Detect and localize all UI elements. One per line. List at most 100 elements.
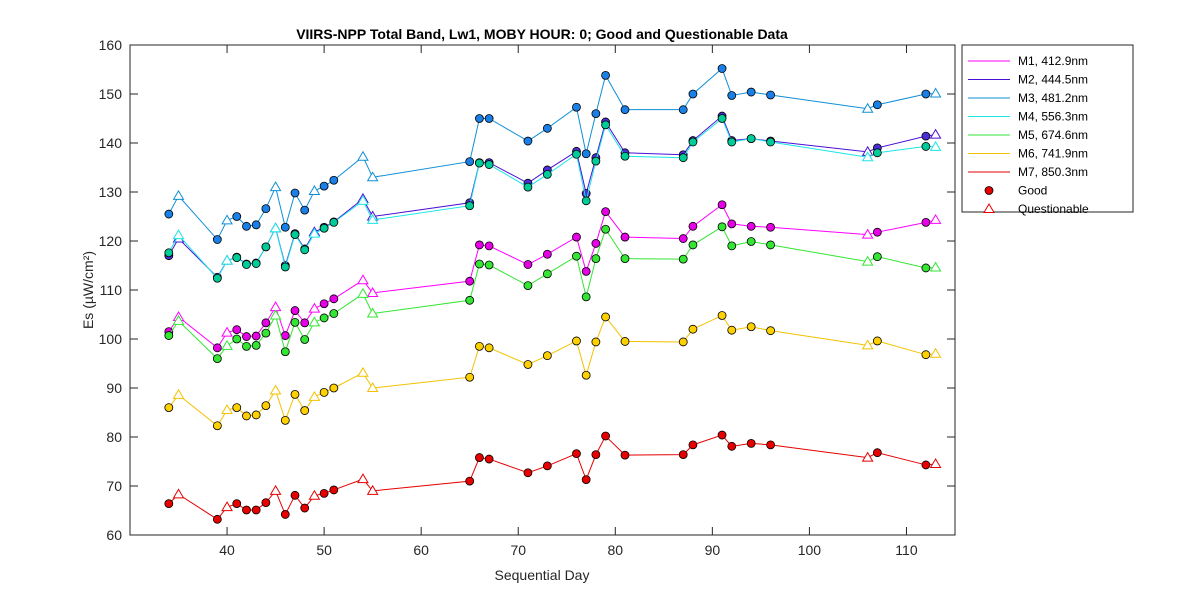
data-point-good [280, 262, 290, 272]
data-point-good [601, 120, 610, 130]
data-point-good [251, 259, 261, 268]
data-point-good [251, 410, 261, 420]
data-point-good [620, 105, 630, 115]
data-point-good [572, 149, 581, 159]
data-point-questionable [269, 222, 282, 233]
legend-label: M2, 444.5nm [1018, 73, 1088, 87]
data-point-good [717, 311, 727, 320]
data-point-good [523, 281, 533, 290]
series-m4 [164, 114, 942, 283]
data-point-good [523, 360, 533, 369]
series-m7 [164, 430, 942, 524]
data-point-good [688, 137, 698, 147]
data-point-good [261, 242, 271, 252]
data-point-good [591, 109, 601, 118]
data-point-questionable [357, 366, 369, 377]
data-point-good [542, 461, 552, 471]
data-point-good [678, 153, 688, 163]
data-point-good [572, 449, 581, 459]
data-point-questionable [861, 339, 874, 350]
data-point-good [727, 325, 737, 335]
data-point-good [620, 232, 630, 242]
data-point-good [465, 295, 475, 305]
data-point-good [678, 254, 688, 264]
data-point-questionable [861, 451, 874, 462]
data-point-good [212, 421, 222, 431]
data-point-good [319, 299, 329, 309]
data-point-good [232, 253, 242, 263]
data-point-good [212, 514, 222, 524]
chart-title: VIIRS-NPP Total Band, Lw1, MOBY HOUR: 0;… [296, 26, 788, 42]
x-tick-label: 40 [219, 542, 235, 558]
data-point-good [746, 87, 756, 97]
data-point-good [591, 156, 601, 166]
data-point-good [620, 254, 630, 264]
data-point-good [465, 476, 475, 486]
legend-label: M5, 674.6nm [1018, 128, 1088, 142]
data-point-good [591, 337, 601, 347]
data-point-good [290, 306, 300, 315]
data-point-good [601, 207, 610, 217]
data-point-good [581, 475, 591, 485]
series-m3 [164, 64, 942, 244]
y-tick-label: 140 [99, 135, 123, 151]
data-point-good [688, 240, 698, 250]
data-point-good [251, 505, 261, 515]
data-point-good [329, 217, 339, 227]
data-point-questionable [861, 151, 874, 162]
data-point-good [601, 312, 610, 322]
data-point-questionable [308, 185, 321, 196]
data-point-good [164, 499, 174, 509]
data-point-good [542, 269, 552, 279]
data-point-good [872, 100, 882, 110]
data-point-good [766, 137, 775, 147]
data-point-good [766, 90, 775, 100]
data-point-questionable [366, 213, 379, 224]
data-point-good [678, 450, 688, 460]
data-point-questionable [929, 87, 942, 98]
data-point-questionable [366, 382, 379, 392]
data-point-good [872, 448, 882, 458]
data-point-good [581, 196, 591, 206]
data-point-good [484, 241, 494, 251]
legend-label: M4, 556.3nm [1018, 110, 1088, 124]
data-point-good [465, 372, 475, 382]
data-point-good [542, 123, 552, 133]
x-tick-label: 60 [413, 542, 429, 558]
data-point-questionable [861, 255, 874, 266]
y-tick-label: 130 [99, 184, 123, 200]
y-tick-label: 60 [106, 527, 122, 543]
x-tick-label: 100 [798, 542, 822, 558]
data-point-good [232, 403, 242, 413]
data-point-good [581, 292, 591, 302]
data-point-good [678, 337, 688, 347]
data-point-good [921, 142, 931, 151]
data-point-good [290, 389, 300, 399]
data-point-good [727, 219, 737, 229]
data-point-questionable [929, 140, 942, 151]
data-point-good [688, 440, 698, 450]
data-point-good [581, 149, 591, 159]
data-point-good [572, 102, 581, 112]
x-tick-label: 70 [510, 542, 526, 558]
y-tick-label: 150 [99, 86, 123, 102]
data-point-questionable [221, 214, 233, 225]
data-point-good [300, 318, 310, 328]
data-point-good [591, 239, 601, 248]
data-point-questionable [366, 171, 379, 182]
data-point-good [921, 350, 931, 360]
data-point-good [484, 160, 494, 169]
data-point-good [542, 169, 552, 179]
data-point-questionable [357, 473, 369, 484]
data-point-good [251, 331, 261, 341]
legend-label: M6, 741.9nm [1018, 147, 1088, 161]
legend-questionable-marker [983, 203, 995, 213]
data-point-good [465, 157, 475, 167]
y-tick-label: 80 [106, 429, 122, 445]
data-point-good [319, 313, 329, 323]
y-tick-label: 110 [100, 282, 123, 298]
data-point-good [475, 158, 484, 168]
data-point-good [319, 223, 329, 233]
data-point-good [242, 505, 251, 515]
